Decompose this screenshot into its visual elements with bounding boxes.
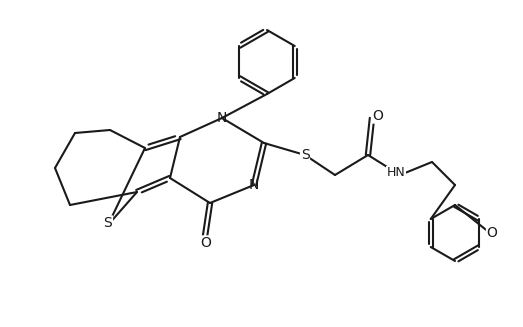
Text: O: O [486,226,497,240]
Text: S: S [104,216,112,230]
Text: S: S [301,148,310,162]
Text: N: N [217,111,227,125]
Text: N: N [249,178,259,192]
Text: O: O [372,109,383,123]
Text: O: O [200,236,211,250]
Text: HN: HN [386,166,405,180]
